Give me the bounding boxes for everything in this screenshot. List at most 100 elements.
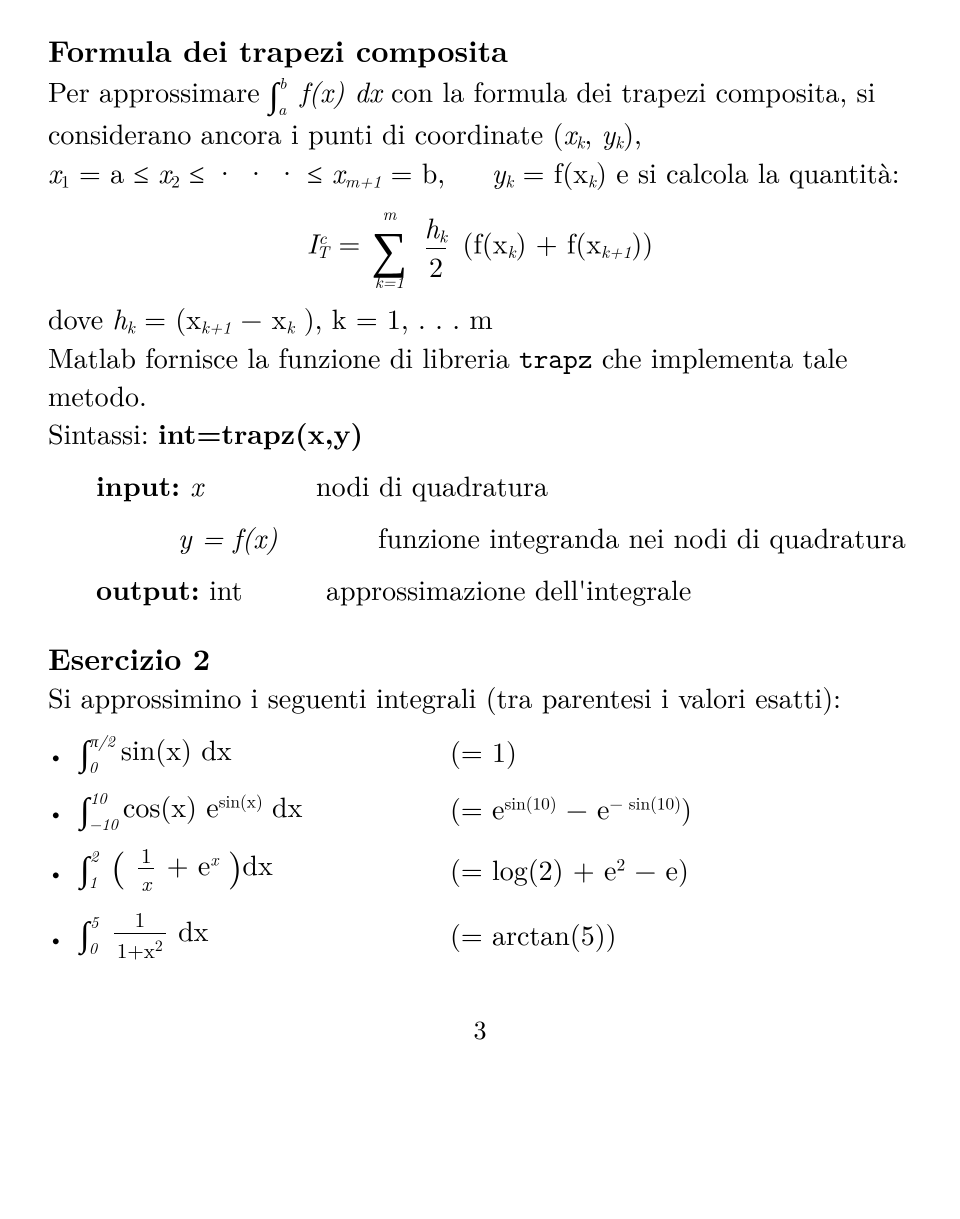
label: input: (96, 465, 180, 505)
bullet-icon: • (48, 796, 80, 822)
var: x (563, 113, 576, 153)
text: dx (263, 786, 303, 826)
int-lower: 0 (89, 756, 97, 778)
input-y-row: y = f(x) funzione integranda nei nodi di… (178, 519, 912, 557)
integrand: sin(x) dx (121, 729, 232, 769)
text: ) (681, 788, 692, 828)
bullet-icon: • (48, 739, 80, 765)
sub: k (127, 314, 135, 339)
section-heading: Formula dei trapezi composita (48, 30, 912, 71)
text: ), k = 1, . . . m (304, 298, 493, 338)
text: cos(x) e (123, 786, 219, 826)
result: (= arctan(5)) (450, 916, 912, 954)
int-upper: π/2 (90, 730, 115, 752)
sub: k (615, 130, 623, 155)
int-upper: 10 (90, 787, 107, 809)
syntax-call: int=trapz(x,y) (158, 413, 363, 453)
bullet-icon: • (48, 922, 80, 948)
sub: k+1 (601, 239, 631, 264)
fraction: 1 1+x2 (114, 908, 166, 960)
exercise-list: • ∫ π/2 0 sin(x) dx (= 1) • ∫ 10 −10 cos… (48, 731, 912, 961)
text: Sintassi: (48, 413, 158, 453)
text: (= log(2) + e (450, 849, 616, 889)
text: (f(x (462, 222, 507, 262)
integral-symbol: ∫ 5 0 (80, 915, 90, 955)
var: y (492, 152, 506, 192)
text: − e) (625, 849, 689, 889)
output-row: output: int approssimazione dell'integra… (96, 571, 912, 609)
display-equation: IcT = m ∑ k=1 hk 2 (f(xk) + f(xk+1)) (48, 205, 912, 290)
sub: k (588, 168, 596, 193)
paragraph-matlab: Matlab fornisce la funzione di libreria … (48, 339, 912, 416)
var: y (601, 113, 615, 153)
text: − x (240, 298, 286, 338)
text: = (338, 222, 369, 262)
text: = (x (144, 298, 201, 338)
text: dx (242, 844, 272, 884)
integral-symbol: ∫ b a (269, 76, 279, 116)
result: (= 1) (450, 733, 912, 771)
int-upper: 5 (90, 911, 98, 933)
exercise-intro: Si approssimino i seguenti integrali (tr… (48, 679, 912, 717)
num: 1 (138, 844, 155, 868)
fraction: hk 2 (422, 213, 450, 281)
var: x (158, 152, 171, 192)
sub: k (508, 239, 516, 264)
text: e si calcola la quantità: (616, 152, 899, 192)
fraction: 1 x (138, 844, 155, 894)
var: h (113, 298, 127, 338)
int-lower: −10 (89, 813, 118, 835)
int-lower: 0 (89, 937, 97, 959)
sub: k (576, 130, 584, 155)
integral-symbol: ∫ π/2 0 (80, 734, 90, 774)
sub: k+1 (201, 314, 231, 339)
text: )) (631, 222, 653, 262)
var: x (332, 152, 345, 192)
exercise-item-2: • ∫ 10 −10 cos(x) esin(x) dx (= esin(10)… (48, 788, 912, 831)
paragraph-intro: Per approssimare ∫ b a f(x) dx con la fo… (48, 73, 912, 193)
sub: 1 (61, 168, 70, 193)
paragraph-dove: dove hk = (xk+1 − xk ), k = 1, . . . m (48, 300, 912, 339)
sup: sin(x) (219, 788, 263, 813)
text: dx (178, 910, 208, 950)
page-number: 3 (48, 1011, 912, 1046)
den: 1+x (117, 935, 155, 965)
sup: − sin(10) (610, 790, 681, 815)
sum-lower: k=1 (375, 273, 404, 290)
text: ), (623, 113, 642, 153)
var: x (180, 465, 203, 505)
text: − e (557, 788, 610, 828)
int-upper: b (279, 72, 286, 94)
text: = b, (391, 152, 445, 192)
text: = a ≤ (79, 152, 158, 192)
bullet-icon: • (48, 856, 80, 882)
text: Per approssimare (48, 71, 269, 111)
int-lower: 1 (89, 871, 97, 893)
text: + e (167, 844, 211, 884)
text: Matlab fornisce la funzione di libreria (48, 337, 519, 377)
text: ) + f(x (516, 222, 602, 262)
sup: 2 (155, 933, 163, 956)
var: int (200, 569, 243, 609)
text: ≤ · · · ≤ (189, 152, 332, 192)
exercise-item-1: • ∫ π/2 0 sin(x) dx (= 1) (48, 731, 912, 774)
code-trapz: trapz (519, 340, 593, 377)
sub: T (317, 239, 329, 264)
desc: nodi di quadratura (316, 467, 912, 505)
exercise-item-3: • ∫ 2 1 ( 1 x + ex )dx (= log(2) + e2 − … (48, 844, 912, 894)
int-upper: 2 (90, 845, 98, 867)
den: 2 (426, 248, 446, 281)
desc: approssimazione dell'integrale (326, 571, 912, 609)
integral-symbol: ∫ 2 1 (80, 850, 90, 890)
label: output: (96, 569, 200, 609)
sub: k (439, 224, 447, 249)
var: y = f(x) (178, 517, 278, 557)
int-lower: a (278, 98, 286, 120)
den: x (138, 868, 154, 894)
sub: m+1 (345, 168, 381, 193)
text: ) (596, 152, 616, 192)
exercise-heading: Esercizio 2 (48, 638, 912, 679)
paragraph-sintassi: Sintassi: int=trapz(x,y) (48, 415, 912, 453)
sup: sin(10) (504, 790, 556, 815)
sub: 2 (171, 168, 180, 193)
